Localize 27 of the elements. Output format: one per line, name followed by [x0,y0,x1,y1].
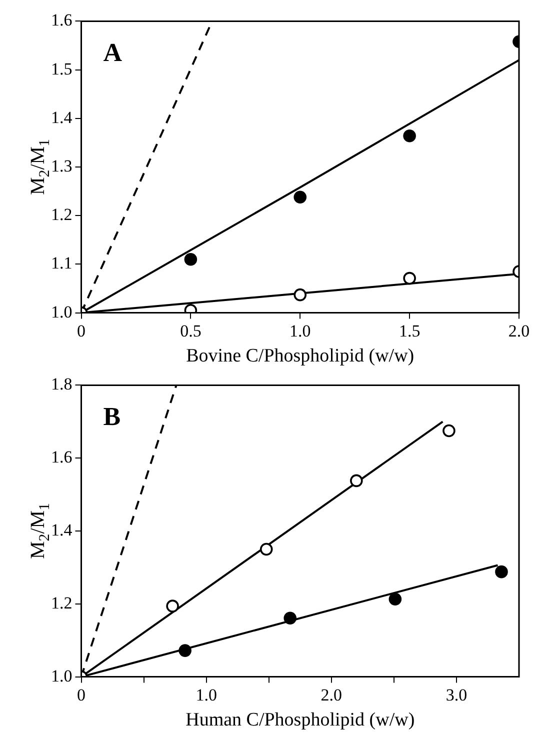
y-tick-label: 1.3 [51,156,72,176]
x-tick-label: 3.0 [446,685,468,704]
x-tick-label: 2.0 [320,685,342,704]
y-tick-label: 1.0 [51,302,72,322]
y-tick-label: 1.6 [51,10,72,30]
x-tick-label: 2.0 [508,321,530,340]
x-tick-label: 0 [77,321,86,340]
y-tick-label: 1.4 [51,108,73,127]
x-axis-title: Bovine C/Phospholipid (w/w) [186,346,414,367]
y-tick-label: 1.6 [51,448,72,467]
annotation: B [103,402,121,431]
y-tick-label: 1.8 [51,374,72,394]
x-tick-label: 1.5 [398,321,420,340]
y-axis-title: M2/M1 [27,502,53,560]
y-axis-title: M2/M1 [27,138,53,196]
annotation: A [103,38,122,67]
y-tick-label: 1.4 [51,520,73,540]
y-tick-label: 1.2 [51,593,72,612]
x-axis-title: Human C/Phospholipid (w/w) [186,710,415,731]
x-tick-label: 1.0 [290,321,311,340]
x-tick-label: 0.5 [180,321,202,340]
y-tick-label: 1.5 [51,59,72,78]
y-tick-label: 1.1 [51,254,72,273]
x-tick-label: 1.0 [196,685,217,704]
y-tick-label: 1.0 [51,666,72,686]
y-tick-label: 1.2 [51,205,72,224]
x-tick-label: 0 [77,685,86,704]
